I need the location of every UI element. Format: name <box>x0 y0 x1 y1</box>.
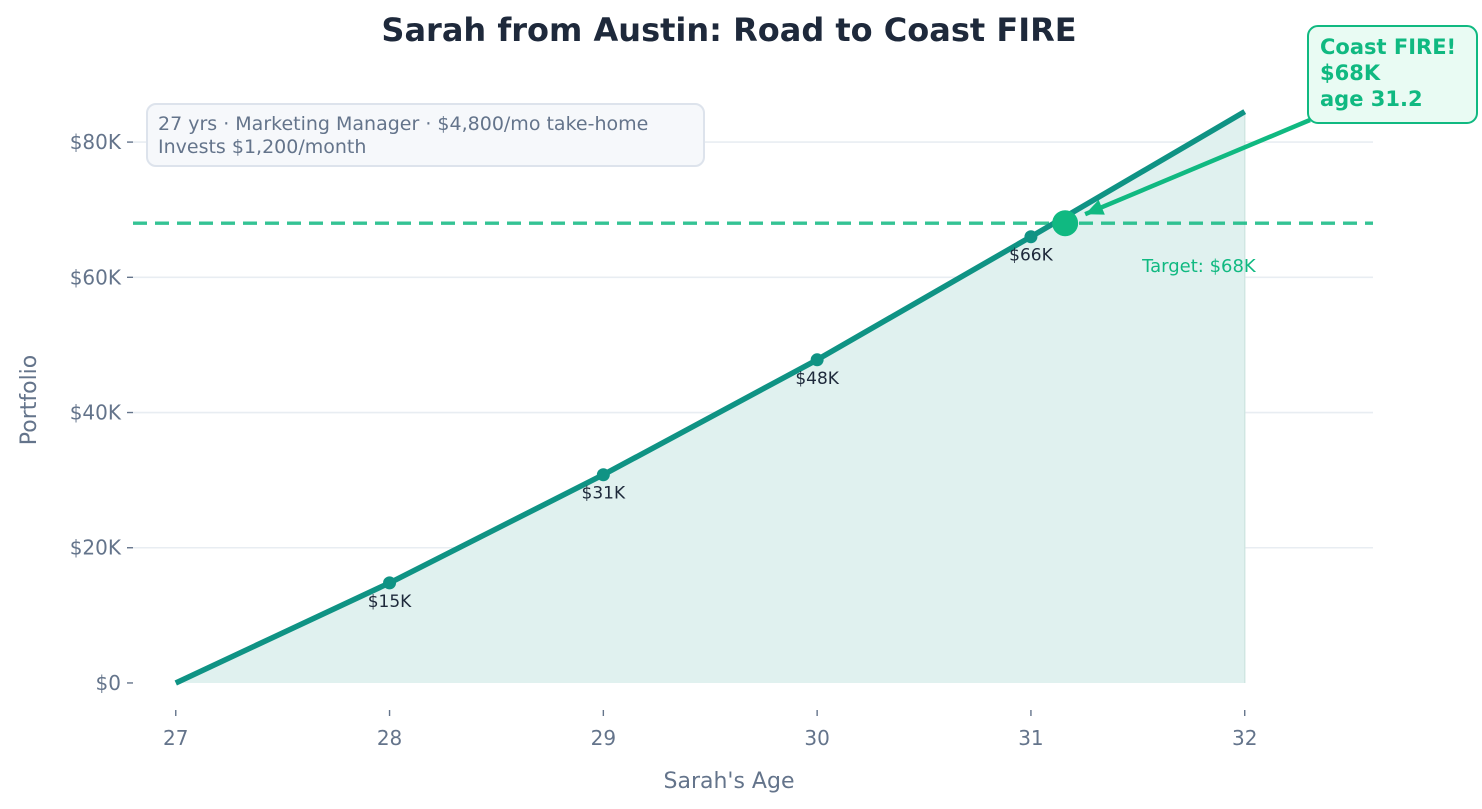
info-line-2: Invests $1,200/month <box>158 136 366 158</box>
portfolio-area <box>175 111 1245 683</box>
milestone-point <box>1024 230 1038 244</box>
y-tick-label: $40K <box>70 401 122 425</box>
y-tick-label: $0 <box>96 671 121 695</box>
callout-arrow <box>1084 117 1311 217</box>
x-tick-label: 31 <box>1018 726 1043 750</box>
callout-box-bg <box>1307 25 1478 124</box>
y-tick-label: $80K <box>70 130 122 154</box>
x-axis-label: Sarah's Age <box>664 769 795 794</box>
x-tick-label: 29 <box>591 726 616 750</box>
y-axis-label: Portfolio <box>17 355 42 446</box>
y-axis: $0 $20K $40K $60K $80K <box>70 130 133 695</box>
milestone-point <box>596 468 610 482</box>
coast-fire-point <box>1052 210 1079 237</box>
milestone-label: $31K <box>582 484 626 504</box>
info-box: 27 yrs · Marketing Manager · $4,800/mo t… <box>146 103 705 167</box>
callout-line-2: $68K <box>1320 61 1381 85</box>
callout-line-1: Coast FIRE! <box>1320 35 1456 59</box>
chart-title: Sarah from Austin: Road to Coast FIRE <box>381 11 1076 49</box>
milestones: $15K $31K $48K $66K <box>368 230 1054 612</box>
info-line-1: 27 yrs · Marketing Manager · $4,800/mo t… <box>158 113 648 135</box>
milestone-label: $15K <box>368 592 412 612</box>
info-box-bg <box>146 103 705 167</box>
callout-arrow-head <box>1085 199 1105 215</box>
milestone-label: $48K <box>795 369 839 389</box>
milestone-label: $66K <box>1009 246 1053 266</box>
x-axis: 27 28 29 30 31 32 <box>163 710 1257 750</box>
callout-arrow-line <box>1084 117 1311 217</box>
callout-box: Coast FIRE! $68K age 31.2 <box>1307 25 1478 124</box>
milestone-point <box>810 353 824 367</box>
callout-line-3: age 31.2 <box>1320 87 1423 111</box>
y-tick-label: $60K <box>70 265 122 289</box>
x-tick-label: 30 <box>804 726 829 750</box>
x-tick-label: 32 <box>1232 726 1257 750</box>
milestone-point <box>383 576 397 590</box>
x-tick-label: 27 <box>163 726 188 750</box>
target-label: Target: $68K <box>1141 256 1257 277</box>
x-tick-label: 28 <box>377 726 402 750</box>
y-tick-label: $20K <box>70 536 122 560</box>
